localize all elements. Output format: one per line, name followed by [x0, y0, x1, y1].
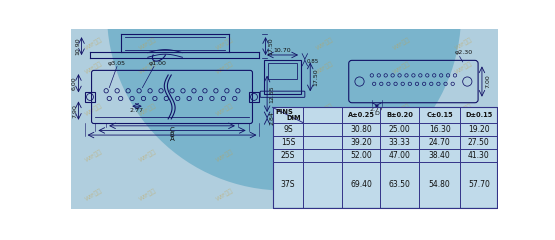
Text: WIF电子: WIF电子 — [454, 60, 473, 74]
Text: WIF电子: WIF电子 — [215, 187, 234, 202]
Text: 47.00: 47.00 — [388, 151, 411, 160]
Bar — [84, 91, 95, 102]
Bar — [268, 63, 297, 79]
Text: 25S: 25S — [281, 151, 295, 160]
Bar — [273, 107, 497, 208]
Text: DIM: DIM — [286, 115, 301, 121]
Text: WIF电子: WIF电子 — [138, 149, 158, 163]
Text: WIF电子: WIF电子 — [454, 37, 473, 51]
Text: WIF电子: WIF电子 — [315, 187, 335, 202]
Text: 25.00: 25.00 — [388, 125, 411, 134]
Text: 2.77: 2.77 — [370, 107, 384, 112]
Text: 10.90: 10.90 — [75, 37, 80, 55]
Text: 39.20: 39.20 — [350, 138, 372, 147]
Text: WIF电子: WIF电子 — [392, 102, 412, 117]
Text: 17.50: 17.50 — [314, 68, 319, 86]
Text: 10.70: 10.70 — [274, 48, 291, 54]
Text: B: B — [170, 132, 174, 138]
Text: WIF电子: WIF电子 — [215, 37, 234, 51]
Text: WIF电子: WIF电子 — [215, 149, 234, 163]
Text: D±0.15: D±0.15 — [465, 112, 492, 118]
Text: C±0.15: C±0.15 — [426, 112, 453, 118]
Text: 6.00: 6.00 — [72, 77, 77, 90]
Text: WIF电子: WIF电子 — [84, 102, 104, 117]
Text: 16.30: 16.30 — [428, 125, 451, 134]
Text: 57.70: 57.70 — [468, 180, 490, 189]
Text: WIF电子: WIF电子 — [315, 102, 335, 117]
Text: 30.80: 30.80 — [350, 125, 372, 134]
Text: B±0.20: B±0.20 — [386, 112, 413, 118]
Text: WIF电子: WIF电子 — [84, 60, 104, 74]
Text: 12.55: 12.55 — [269, 85, 274, 103]
Text: 2.84: 2.84 — [269, 111, 274, 125]
Text: WIF电子: WIF电子 — [392, 149, 412, 163]
Text: WIF电子: WIF电子 — [454, 187, 473, 202]
Text: WIF电子: WIF电子 — [315, 149, 335, 163]
Text: WIF电子: WIF电子 — [392, 60, 412, 74]
Text: 7.90: 7.90 — [72, 104, 77, 118]
Text: 24.70: 24.70 — [428, 138, 451, 147]
Text: 15S: 15S — [281, 138, 295, 147]
Text: WIF电子: WIF电子 — [392, 37, 412, 51]
Text: 52.00: 52.00 — [350, 151, 372, 160]
Bar — [71, 209, 498, 214]
Text: 19.20: 19.20 — [468, 125, 490, 134]
Text: C: C — [170, 127, 174, 133]
Text: WIF电子: WIF电子 — [315, 60, 335, 74]
Text: A±0.25: A±0.25 — [347, 112, 375, 118]
Bar — [273, 107, 497, 207]
Text: WIF电子: WIF电子 — [138, 37, 158, 51]
Text: 41.30: 41.30 — [468, 151, 490, 160]
Bar — [264, 60, 301, 94]
Text: WIF电子: WIF电子 — [138, 102, 158, 117]
Text: 69.40: 69.40 — [350, 180, 372, 189]
Text: D: D — [375, 111, 379, 116]
Text: WIF电子: WIF电子 — [84, 187, 104, 202]
Text: WIF电子: WIF电子 — [138, 60, 158, 74]
Text: WIF电子: WIF电子 — [315, 37, 335, 51]
Text: WIF电子: WIF电子 — [84, 149, 104, 163]
Text: 0.85: 0.85 — [306, 59, 319, 64]
Text: PINS: PINS — [276, 109, 294, 115]
Text: 9S: 9S — [283, 125, 292, 134]
Text: A: A — [170, 136, 174, 142]
Text: WIF电子: WIF电子 — [215, 60, 234, 74]
Text: 27.50: 27.50 — [468, 138, 490, 147]
Text: 2.77: 2.77 — [130, 108, 144, 113]
Text: 17.50: 17.50 — [269, 37, 274, 55]
Text: 33.33: 33.33 — [388, 138, 411, 147]
Text: 54.80: 54.80 — [428, 180, 451, 189]
Text: φ1.00: φ1.00 — [149, 61, 166, 66]
Text: WIF电子: WIF电子 — [215, 102, 234, 117]
Text: 38.40: 38.40 — [428, 151, 451, 160]
Wedge shape — [107, 13, 461, 191]
Text: WIF电子: WIF电子 — [392, 187, 412, 202]
Text: 7.00: 7.00 — [485, 75, 490, 88]
Text: φ2.30: φ2.30 — [455, 50, 472, 55]
Text: WIF电子: WIF电子 — [454, 149, 473, 163]
Text: 63.50: 63.50 — [388, 180, 411, 189]
Text: WIF电子: WIF电子 — [454, 102, 473, 117]
Bar — [249, 91, 259, 102]
Text: φ3.05: φ3.05 — [108, 61, 126, 66]
Text: WIF电子: WIF电子 — [138, 187, 158, 202]
Text: WIF电子: WIF电子 — [84, 37, 104, 51]
Text: 37S: 37S — [281, 180, 295, 189]
